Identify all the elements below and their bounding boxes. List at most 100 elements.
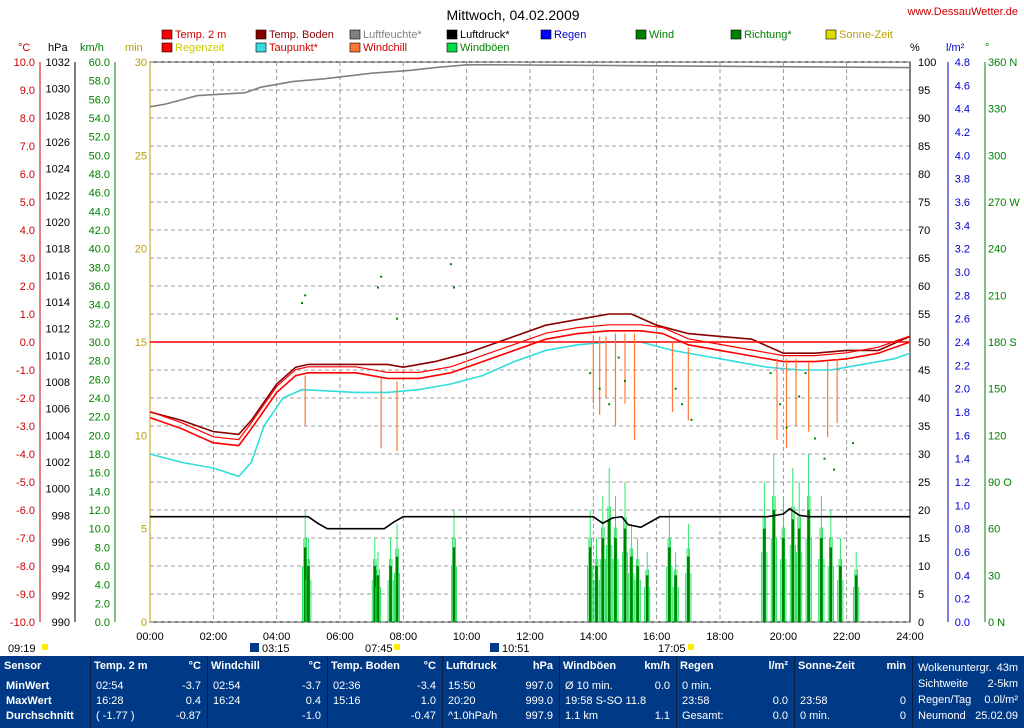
direction-point	[598, 387, 601, 390]
table-row: 23:58 0.0	[676, 695, 794, 709]
temp-tick: 6.0	[20, 169, 35, 181]
cell-label: 15:50	[448, 680, 476, 692]
legend-label: Wind	[649, 29, 674, 41]
weather-chart: Mittwoch, 04.02.2009 www.DessauWetter.de T…	[8, 6, 1020, 655]
wind-tick: 60.0	[89, 57, 110, 69]
table-row: MaxWert	[0, 695, 90, 709]
cell-label: 1.1 km	[565, 710, 599, 722]
direction-tick: 90 O	[988, 477, 1012, 489]
sunrise-marker	[394, 644, 400, 650]
rain-tick: 2.8	[955, 290, 970, 302]
cell-value: 997.9	[525, 710, 553, 722]
direction-tick: 300	[988, 150, 1006, 162]
direction-point	[681, 403, 683, 406]
rain-tick: 0.4	[955, 570, 970, 582]
cell-value: -0.87	[175, 710, 201, 722]
time-tick: 08:00	[390, 631, 418, 643]
legend-label: Luftfeuchte*	[363, 29, 422, 41]
table-head: Windböen	[563, 660, 617, 672]
rain-tick: 1.2	[955, 477, 970, 489]
legend-label: Regen	[554, 29, 586, 41]
humidity-tick: 100	[918, 57, 936, 69]
rain-tick: 3.0	[955, 267, 970, 279]
direction-tick: 120	[988, 430, 1006, 442]
table-row: ( -1.77 ) -0.87	[90, 710, 207, 724]
rain-tick: 1.8	[955, 407, 970, 419]
table-head: Sensor	[4, 660, 42, 672]
temp-tick: -8.0	[16, 561, 35, 573]
wind-tick: 10.0	[89, 524, 110, 536]
table-row: 16:24 0.4	[207, 695, 327, 709]
table-row: -0.47	[327, 710, 442, 724]
wind-tick: 48.0	[89, 169, 110, 181]
humidity-unit: %	[910, 42, 920, 54]
min-tick: 0	[141, 617, 147, 629]
time-tick: 18:00	[706, 631, 734, 643]
direction-point	[769, 372, 772, 375]
min-tick: 5	[141, 524, 147, 536]
wind-tick: 58.0	[89, 76, 110, 88]
cell-value: 0.4	[185, 695, 201, 707]
direction-point	[823, 457, 826, 460]
table-row: 02:54 -3.7	[207, 680, 327, 694]
site-url: www.DessauWetter.de	[907, 6, 1018, 18]
direction-point	[785, 426, 788, 429]
humidity-tick: 90	[918, 113, 930, 125]
cell-value: -1.0	[302, 710, 321, 722]
rain-tick: 4.4	[955, 104, 970, 116]
rain-tick: 0.6	[955, 547, 970, 559]
table-head: Windchill	[211, 660, 260, 672]
legend-swatch	[730, 29, 742, 40]
table-row: 0 min. 0	[794, 710, 912, 724]
pressure-tick: 1024	[46, 164, 70, 176]
min-tick: 25	[135, 150, 147, 162]
table-row: MinWert	[0, 680, 90, 694]
pressure-tick: 1004	[46, 430, 70, 442]
cell-value: 1.0	[420, 695, 436, 707]
time-tick: 20:00	[770, 631, 798, 643]
cell-value: 0.4	[305, 695, 321, 707]
cell-value: -0.47	[410, 710, 436, 722]
rain-tick: 0.8	[955, 524, 970, 536]
pressure-tick: 1020	[46, 217, 70, 229]
wind-tick: 32.0	[89, 318, 110, 330]
rain-tick: 4.6	[955, 80, 970, 92]
wind-tick: 22.0	[89, 412, 110, 424]
humidity-tick: 10	[918, 561, 930, 573]
direction-point	[674, 387, 677, 390]
summary-table: Sensor MinWert MaxWert Durchschnitt Temp. 2 …	[0, 656, 1024, 728]
series-temp-boden	[149, 313, 911, 436]
moon2-time: 10:51	[502, 643, 530, 655]
moon1-icon	[250, 643, 259, 652]
time-tick: 14:00	[580, 631, 608, 643]
humidity-tick: 30	[918, 449, 930, 461]
legend-swatch	[540, 29, 552, 40]
table-col-windboen: Windböen km/h Ø 10 min. 0.0 19:58 S-SO 11.8 1…	[559, 656, 677, 728]
table-row: Durchschnitt	[0, 710, 90, 724]
temp-tick: -7.0	[16, 533, 35, 545]
table-row: 15:50 997.0	[442, 680, 559, 694]
humidity-tick: 40	[918, 393, 930, 405]
cell-label: Ø 10 min.	[565, 680, 613, 692]
wind-tick: 52.0	[89, 132, 110, 144]
direction-tick: 270 W	[988, 197, 1020, 209]
moon1-time: 03:15	[262, 643, 290, 655]
table-head: Sonne-Zeit	[798, 660, 855, 672]
temp-tick: -1.0	[16, 365, 35, 377]
cell-value: 999.0	[525, 695, 553, 707]
table-row: 15:16 1.0	[327, 695, 442, 709]
pressure-tick: 1000	[46, 484, 70, 496]
direction-point	[449, 263, 452, 266]
legend-swatch	[161, 42, 173, 53]
legend-swatch	[255, 42, 267, 53]
wind-tick: 50.0	[89, 150, 110, 162]
wind-tick: 24.0	[89, 393, 110, 405]
cell-label: Durchschnitt	[6, 710, 74, 722]
wind-tick: 44.0	[89, 206, 110, 218]
cell-label: ( -1.77 )	[96, 710, 135, 722]
cell-value: 25.02.09	[975, 710, 1018, 722]
direction-point	[833, 468, 835, 471]
humidity-tick: 15	[918, 533, 930, 545]
sunset-time: 17:05	[658, 643, 686, 655]
cell-label: Wolkenuntergr.	[918, 662, 992, 674]
